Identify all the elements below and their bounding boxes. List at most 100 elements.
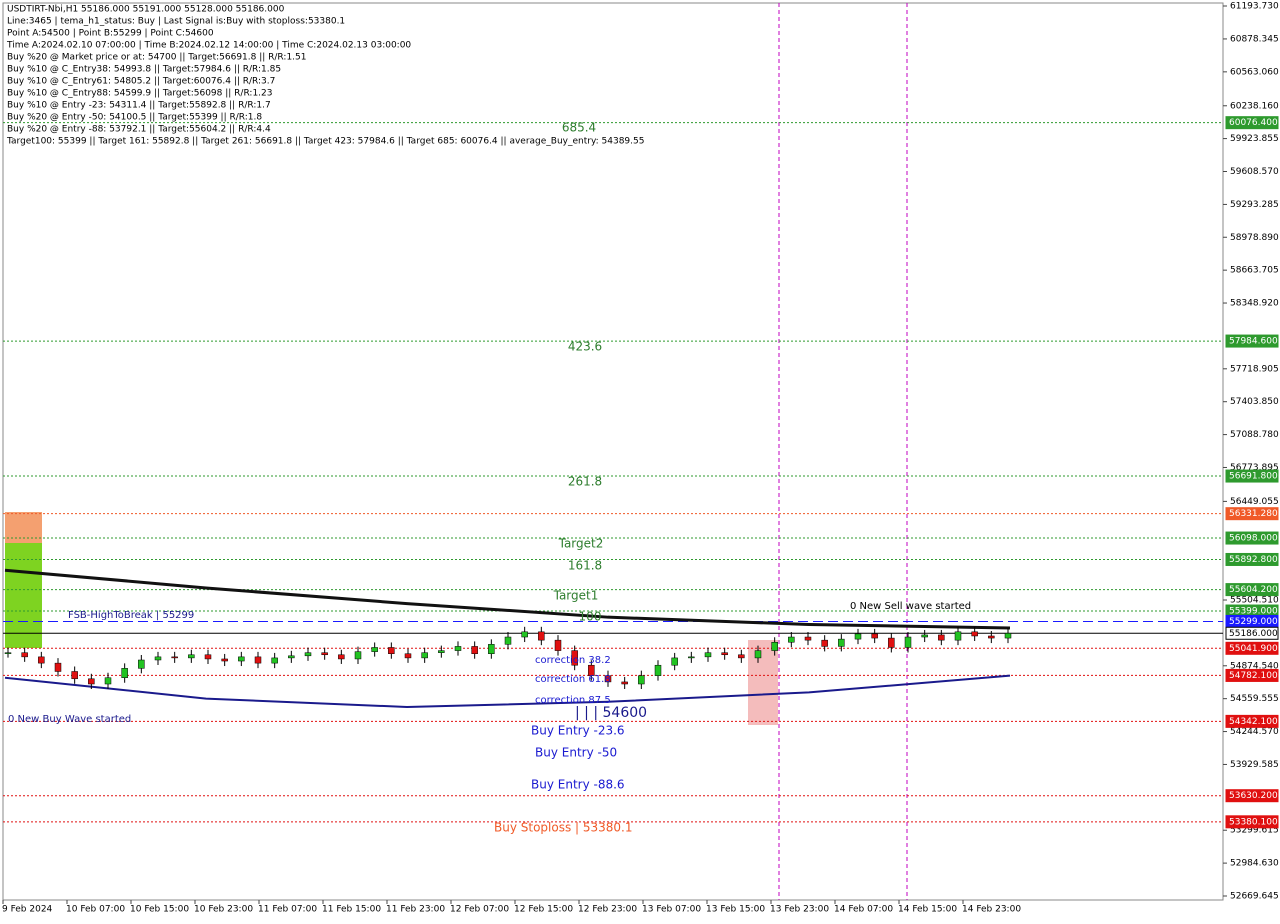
candle: [171, 656, 178, 659]
annotation: Target2: [558, 537, 604, 551]
level-box: [1225, 583, 1279, 597]
header-line: Buy %10 @ C_Entry61: 54805.2 || Target:6…: [7, 77, 275, 87]
x-tick-label: 13 Feb 23:00: [770, 905, 829, 915]
candle: [954, 631, 962, 641]
header-line: Buy %20 @ Market price or at: 54700 || T…: [7, 53, 306, 63]
level-label: 55299.000: [1229, 617, 1278, 627]
y-tick-label: 60563.060: [1230, 67, 1279, 77]
candle: [454, 646, 462, 651]
y-tick-label: 59608.570: [1230, 167, 1279, 177]
x-tick-label: 13 Feb 15:00: [706, 905, 765, 915]
annotation: correction 87.5: [535, 695, 611, 706]
level-label: 56098.000: [1229, 534, 1278, 544]
y-tick-label: 58663.705: [1230, 266, 1279, 276]
x-tick-label: 14 Feb 15:00: [898, 905, 957, 915]
candle: [104, 677, 112, 685]
candle: [54, 662, 62, 672]
candle: [138, 659, 145, 669]
header-line: Point A:54500 | Point B:55299 | Point C:…: [7, 29, 214, 39]
x-tick-label: 12 Feb 07:00: [450, 905, 509, 915]
candle: [704, 652, 712, 658]
header-line: Time A:2024.02.10 07:00:00 | Time B:2024…: [6, 41, 411, 51]
level-box: [1225, 789, 1279, 803]
candle: [521, 631, 528, 638]
candle: [754, 650, 762, 659]
candle: [488, 644, 495, 654]
y-tick-label: 56449.055: [1230, 497, 1279, 507]
annotation: | | | 54600: [575, 705, 647, 721]
level-box: [1225, 714, 1279, 728]
candle: [838, 638, 845, 647]
annotation: Target1: [553, 589, 599, 603]
annotation: Buy Entry -23.6: [531, 724, 625, 738]
header-line: Buy %10 @ C_Entry38: 54993.8 || Target:5…: [7, 65, 281, 75]
candle: [938, 634, 945, 641]
header-line: Target100: 55399 || Target 161: 55892.8 …: [6, 137, 644, 147]
x-tick-label: 13 Feb 07:00: [642, 905, 701, 915]
level-label: 55041.900: [1229, 644, 1278, 654]
candle: [204, 654, 212, 660]
annotation: Buy Stoploss | 53380.1: [494, 821, 633, 835]
zone-green: [5, 543, 42, 648]
candle: [4, 652, 12, 654]
y-tick-label: 60878.345: [1230, 34, 1279, 44]
header-line: Buy %20 @ Entry -88: 53792.1 || Target:5…: [7, 125, 271, 135]
x-tick-label: 12 Feb 23:00: [578, 905, 637, 915]
annotation: 0 New Sell wave started: [850, 601, 971, 612]
candle: [321, 652, 328, 656]
candle: [638, 675, 645, 685]
y-tick-label: 59293.285: [1230, 200, 1279, 210]
y-tick-label: 55504.510: [1230, 596, 1279, 606]
x-tick-label: 10 Feb 23:00: [194, 905, 253, 915]
annotation: Buy Entry -88.6: [531, 778, 625, 792]
x-tick-label: 10 Feb 07:00: [66, 905, 125, 915]
candle: [421, 652, 428, 659]
candle: [438, 650, 445, 653]
plot-frame: [2, 2, 1224, 901]
y-tick-label: 57403.850: [1230, 397, 1279, 407]
ma-blue: [4, 674, 1011, 708]
annotation: Buy Entry -50: [535, 746, 617, 760]
candle: [154, 656, 162, 661]
level-label: 56691.800: [1229, 472, 1278, 482]
candle: [671, 657, 678, 666]
level-label: 54782.100: [1229, 671, 1278, 681]
level-box: [1225, 815, 1279, 829]
candle: [904, 636, 912, 648]
candle: [88, 678, 95, 685]
annotation: 100: [579, 610, 602, 624]
y-tick-label: 53299.615: [1230, 826, 1279, 836]
candle: [288, 655, 295, 659]
x-tick-label: 11 Feb 07:00: [258, 905, 317, 915]
candle: [338, 654, 345, 660]
annotation: 161.8: [568, 559, 602, 573]
y-tick-label: 56773.895: [1230, 463, 1279, 473]
y-tick-label: 52669.645: [1230, 891, 1279, 901]
level-label: 55399.000: [1229, 607, 1278, 617]
candle: [854, 633, 862, 640]
level-label: 55186.000: [1229, 629, 1278, 639]
y-tick-label: 58978.890: [1230, 233, 1279, 243]
level-box: [1225, 668, 1279, 682]
candle: [788, 636, 795, 643]
candle: [388, 647, 395, 654]
level-box: [1225, 116, 1279, 130]
annotation: correction 61.8: [535, 674, 611, 685]
y-tick-label: 57718.905: [1230, 364, 1279, 374]
header-line: Buy %10 @ C_Entry88: 54599.9 || Target:5…: [7, 89, 273, 99]
candle: [921, 634, 928, 638]
candle: [988, 635, 995, 639]
annotation: FSB-HighToBreak | 55299: [68, 610, 194, 621]
level-label: 60076.400: [1229, 118, 1278, 128]
candle: [1004, 633, 1012, 639]
level-box: [1225, 507, 1279, 521]
candle: [871, 633, 878, 639]
candle: [654, 664, 662, 676]
y-tick-label: 53929.585: [1230, 760, 1279, 770]
candle: [304, 652, 312, 657]
annotation: correction 38.2: [535, 655, 611, 666]
x-tick-label: 14 Feb 23:00: [962, 905, 1021, 915]
header-line: USDTIRT-Nbi,H1 55186.000 55191.000 55128…: [7, 5, 285, 15]
y-tick-label: 61193.730: [1230, 2, 1279, 12]
